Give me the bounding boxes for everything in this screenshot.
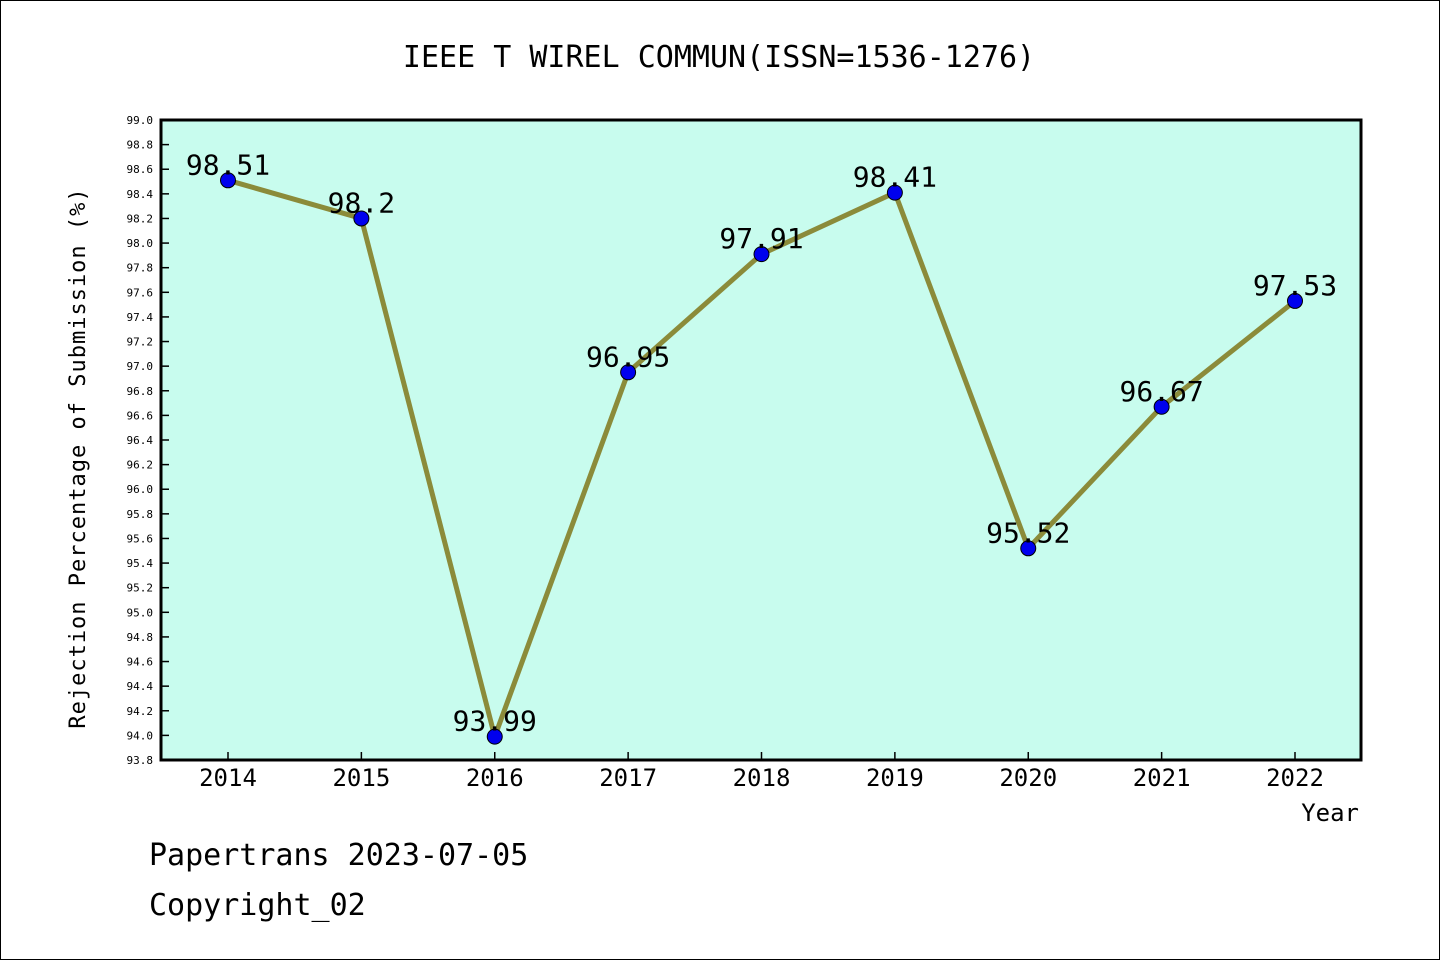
y-tick-label: 95.8 [127, 508, 154, 521]
x-tick-label: 2020 [999, 764, 1057, 792]
y-tick-label: 94.0 [127, 729, 154, 742]
y-tick-label: 98.4 [127, 188, 154, 201]
data-label: 98.41 [853, 161, 937, 194]
y-tick-label: 96.8 [127, 385, 154, 398]
x-tick-label: 2017 [599, 764, 657, 792]
x-axis-ticks: 2014 2015 2016 2017 2018 2019 2020 2021 2022 [199, 752, 1324, 792]
data-point [1287, 292, 1303, 309]
data-label: 97.91 [719, 222, 803, 255]
footer-copyright: Copyright_02 [149, 888, 366, 923]
data-point [353, 210, 370, 227]
y-axis-label: Rejection Percentage of Submission (%) [66, 187, 91, 728]
data-label: 96.67 [1119, 375, 1203, 408]
y-tick-label: 95.6 [127, 532, 154, 545]
y-axis-ticks: 93.8 94.0 94.2 94.4 94.6 94.8 95.0 95.2 95.4 95.6… [127, 114, 169, 767]
x-tick-label: 2018 [733, 764, 791, 792]
y-tick-label: 94.2 [127, 705, 154, 718]
y-tick-label: 97.2 [127, 336, 154, 349]
y-tick-label: 96.6 [127, 409, 154, 422]
y-tick-label: 96.0 [127, 483, 154, 496]
data-label: 95.52 [986, 516, 1070, 549]
y-tick-label: 97.8 [127, 262, 154, 275]
data-label: 98.2 [328, 186, 395, 219]
y-tick-label: 99.0 [127, 114, 154, 127]
data-point [886, 184, 903, 201]
data-label: 98.51 [186, 148, 270, 181]
y-tick-label: 97.6 [127, 286, 154, 299]
data-labels: 98.51 98.2 93.99 96.95 97.91 98.41 95.52 96.67 9… [186, 148, 1337, 737]
x-axis-label: Year [1301, 799, 1359, 827]
x-tick-label: 2015 [332, 764, 390, 792]
data-point [620, 364, 637, 381]
y-tick-label: 94.8 [127, 631, 154, 644]
y-tick-label: 98.2 [127, 212, 154, 225]
y-tick-label: 96.2 [127, 459, 154, 472]
x-tick-label: 2021 [1133, 764, 1191, 792]
x-tick-label: 2022 [1266, 764, 1324, 792]
x-tick-label: 2014 [199, 764, 257, 792]
y-tick-label: 95.4 [127, 557, 154, 570]
y-tick-label: 96.4 [127, 434, 154, 447]
data-point [1020, 540, 1037, 557]
y-tick-label: 98.0 [127, 237, 154, 250]
y-tick-label: 93.8 [127, 754, 154, 767]
data-point [486, 728, 503, 745]
data-label: 97.53 [1253, 269, 1337, 302]
data-point [753, 246, 770, 263]
x-tick-label: 2019 [866, 764, 924, 792]
data-label: 96.95 [586, 340, 670, 373]
data-label: 93.99 [453, 705, 537, 738]
data-point [220, 172, 236, 189]
data-markers [220, 172, 1303, 745]
y-tick-label: 94.6 [127, 656, 154, 669]
y-tick-label: 98.6 [127, 163, 154, 176]
data-point [1153, 398, 1170, 415]
footer-papertrans: Papertrans 2023-07-05 [149, 838, 528, 873]
y-tick-label: 98.8 [127, 139, 154, 152]
chart-title: IEEE T WIREL COMMUN(ISSN=1536-1276) [403, 40, 1035, 75]
y-tick-label: 95.2 [127, 582, 154, 595]
y-tick-label: 97.4 [127, 311, 154, 324]
y-tick-label: 97.0 [127, 360, 154, 373]
x-tick-label: 2016 [466, 764, 524, 792]
y-tick-label: 94.4 [127, 680, 154, 693]
y-tick-label: 95.0 [127, 606, 154, 619]
